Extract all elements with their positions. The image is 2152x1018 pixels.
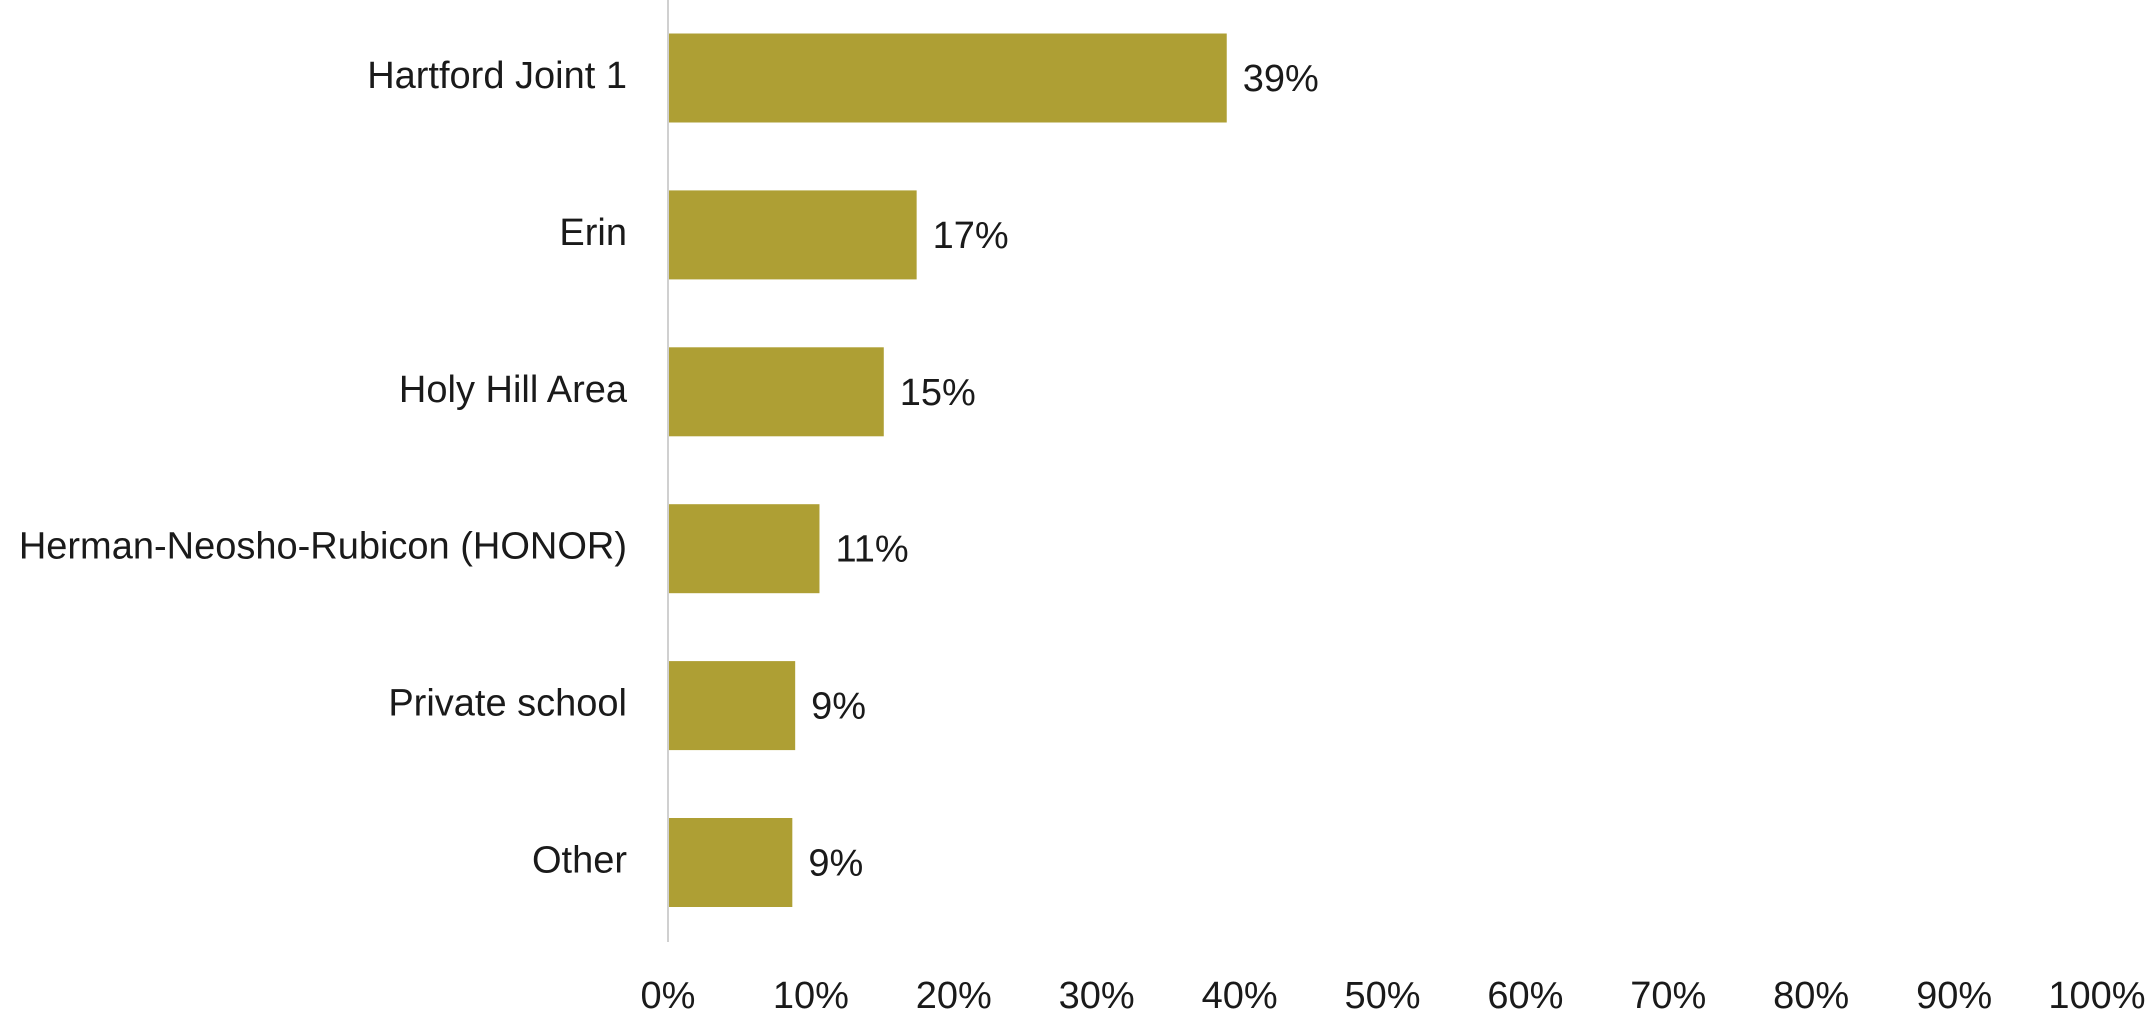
bar <box>668 190 917 280</box>
data-label: 39% <box>1243 58 1319 100</box>
data-label: 9% <box>808 843 863 885</box>
x-tick-label: 30% <box>1059 975 1135 1017</box>
y-tick-label: Private school <box>388 683 627 725</box>
x-tick-label: 70% <box>1630 975 1706 1017</box>
x-tick-label: 40% <box>1202 975 1278 1017</box>
x-tick-label: 60% <box>1487 975 1563 1017</box>
x-tick-label: 0% <box>641 975 696 1017</box>
bar <box>668 661 796 751</box>
x-tick-label: 50% <box>1344 975 1420 1017</box>
data-label: 15% <box>900 372 976 414</box>
x-tick-label: 20% <box>916 975 992 1017</box>
data-label: 17% <box>933 215 1009 257</box>
y-tick-label: Other <box>532 840 627 882</box>
x-tick-label: 100% <box>2048 975 2145 1017</box>
y-tick-label: Erin <box>559 212 627 254</box>
bar <box>668 818 793 907</box>
y-tick-label: Holy Hill Area <box>399 369 628 411</box>
x-tick-label: 90% <box>1916 975 1992 1017</box>
y-tick-label: Herman-Neosho-Rubicon (HONOR) <box>19 526 627 568</box>
x-tick-label: 10% <box>773 975 849 1017</box>
bar <box>668 504 820 594</box>
data-label: 11% <box>835 529 908 571</box>
bar <box>668 347 884 437</box>
y-tick-label: Hartford Joint 1 <box>367 55 627 97</box>
bar <box>668 33 1227 123</box>
data-label: 9% <box>811 686 866 728</box>
x-tick-label: 80% <box>1773 975 1849 1017</box>
